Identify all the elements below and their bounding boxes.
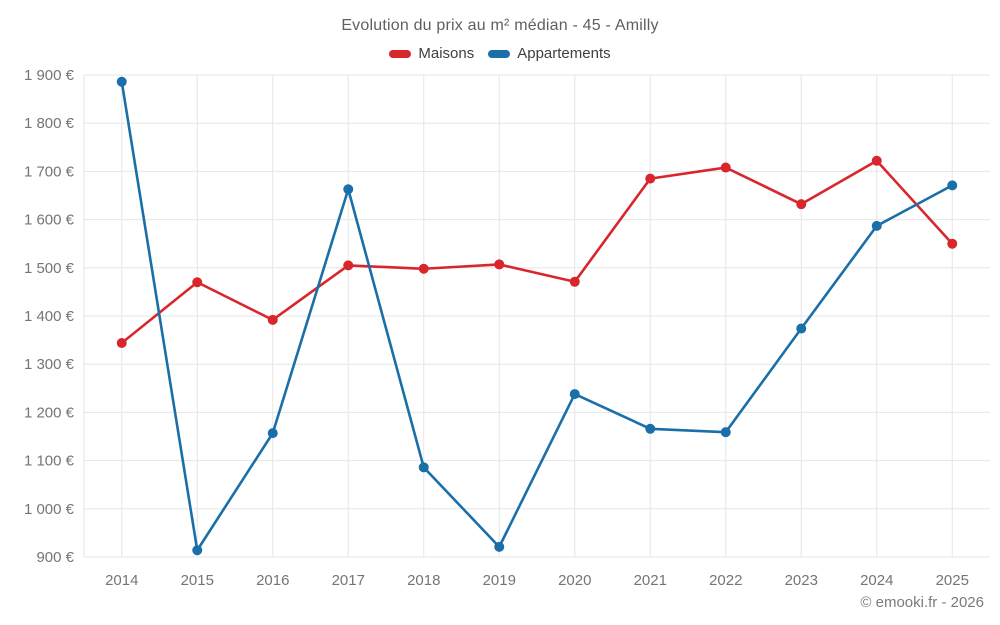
- y-axis-tick-label: 1 100 €: [24, 453, 75, 470]
- y-axis-tick-label: 1 800 €: [24, 115, 75, 132]
- y-axis-tick-label: 1 600 €: [24, 212, 75, 229]
- data-point-maisons-2021[interactable]: [645, 173, 656, 184]
- data-point-appartements-2014[interactable]: [116, 76, 127, 87]
- data-point-maisons-2018[interactable]: [418, 263, 429, 274]
- copyright-credit: © emooki.fr - 2026: [860, 594, 984, 611]
- y-axis-tick-label: 1 300 €: [24, 356, 75, 373]
- y-axis-tick-label: 900 €: [36, 549, 74, 566]
- data-point-appartements-2018[interactable]: [418, 462, 429, 473]
- legend-swatch-appartements: [488, 49, 511, 58]
- y-axis-tick-label: 1 000 €: [24, 501, 75, 518]
- data-point-maisons-2016[interactable]: [267, 314, 278, 325]
- data-point-maisons-2024[interactable]: [871, 155, 882, 166]
- data-point-maisons-2015[interactable]: [192, 277, 203, 288]
- x-axis-tick-label: 2014: [105, 572, 138, 589]
- data-point-appartements-2019[interactable]: [494, 541, 505, 552]
- data-point-maisons-2023[interactable]: [796, 199, 807, 210]
- data-point-maisons-2020[interactable]: [569, 276, 580, 287]
- chart-title: Evolution du prix au m² médian - 45 - Am…: [341, 17, 659, 34]
- legend-swatch-maisons: [389, 49, 412, 58]
- legend-label: Appartements: [517, 45, 611, 62]
- x-axis-tick-label: 2017: [332, 572, 365, 589]
- x-axis-tick-label: 2022: [709, 572, 742, 589]
- data-point-appartements-2020[interactable]: [569, 389, 580, 400]
- data-point-maisons-2019[interactable]: [494, 259, 505, 270]
- x-axis-tick-label: 2018: [407, 572, 440, 589]
- data-point-appartements-2017[interactable]: [343, 184, 354, 195]
- x-axis-tick-label: 2016: [256, 572, 289, 589]
- data-point-appartements-2021[interactable]: [645, 423, 656, 434]
- legend-item-appartements[interactable]: Appartements: [488, 45, 611, 62]
- data-point-appartements-2016[interactable]: [267, 428, 278, 439]
- data-point-appartements-2015[interactable]: [192, 545, 203, 556]
- x-axis-tick-label: 2021: [634, 572, 667, 589]
- x-axis-tick-label: 2019: [483, 572, 516, 589]
- x-axis-tick-label: 2020: [558, 572, 591, 589]
- y-axis-tick-label: 1 700 €: [24, 163, 75, 180]
- y-axis-tick-label: 1 900 €: [24, 67, 75, 84]
- x-axis-tick-label: 2025: [936, 572, 969, 589]
- data-point-appartements-2023[interactable]: [796, 323, 807, 334]
- data-point-maisons-2014[interactable]: [116, 337, 127, 348]
- legend-label: Maisons: [418, 45, 475, 62]
- legend-item-maisons[interactable]: Maisons: [389, 45, 474, 62]
- series-line-maisons[interactable]: [120, 159, 954, 345]
- x-axis-tick-label: 2023: [785, 572, 818, 589]
- x-axis-tick-label: 2024: [860, 572, 893, 589]
- series-line-appartements[interactable]: [120, 80, 954, 552]
- data-point-maisons-2017[interactable]: [343, 260, 354, 271]
- data-point-appartements-2024[interactable]: [871, 220, 882, 231]
- data-point-appartements-2025[interactable]: [947, 180, 958, 191]
- y-axis-tick-label: 1 500 €: [24, 260, 75, 277]
- y-axis-tick-label: 1 400 €: [24, 308, 75, 325]
- data-point-maisons-2025[interactable]: [947, 238, 958, 249]
- y-axis-tick-label: 1 200 €: [24, 404, 75, 421]
- data-point-maisons-2022[interactable]: [720, 162, 731, 173]
- legend: Maisons Appartements: [0, 45, 1000, 62]
- data-point-appartements-2022[interactable]: [720, 427, 731, 438]
- x-axis-tick-label: 2015: [181, 572, 214, 589]
